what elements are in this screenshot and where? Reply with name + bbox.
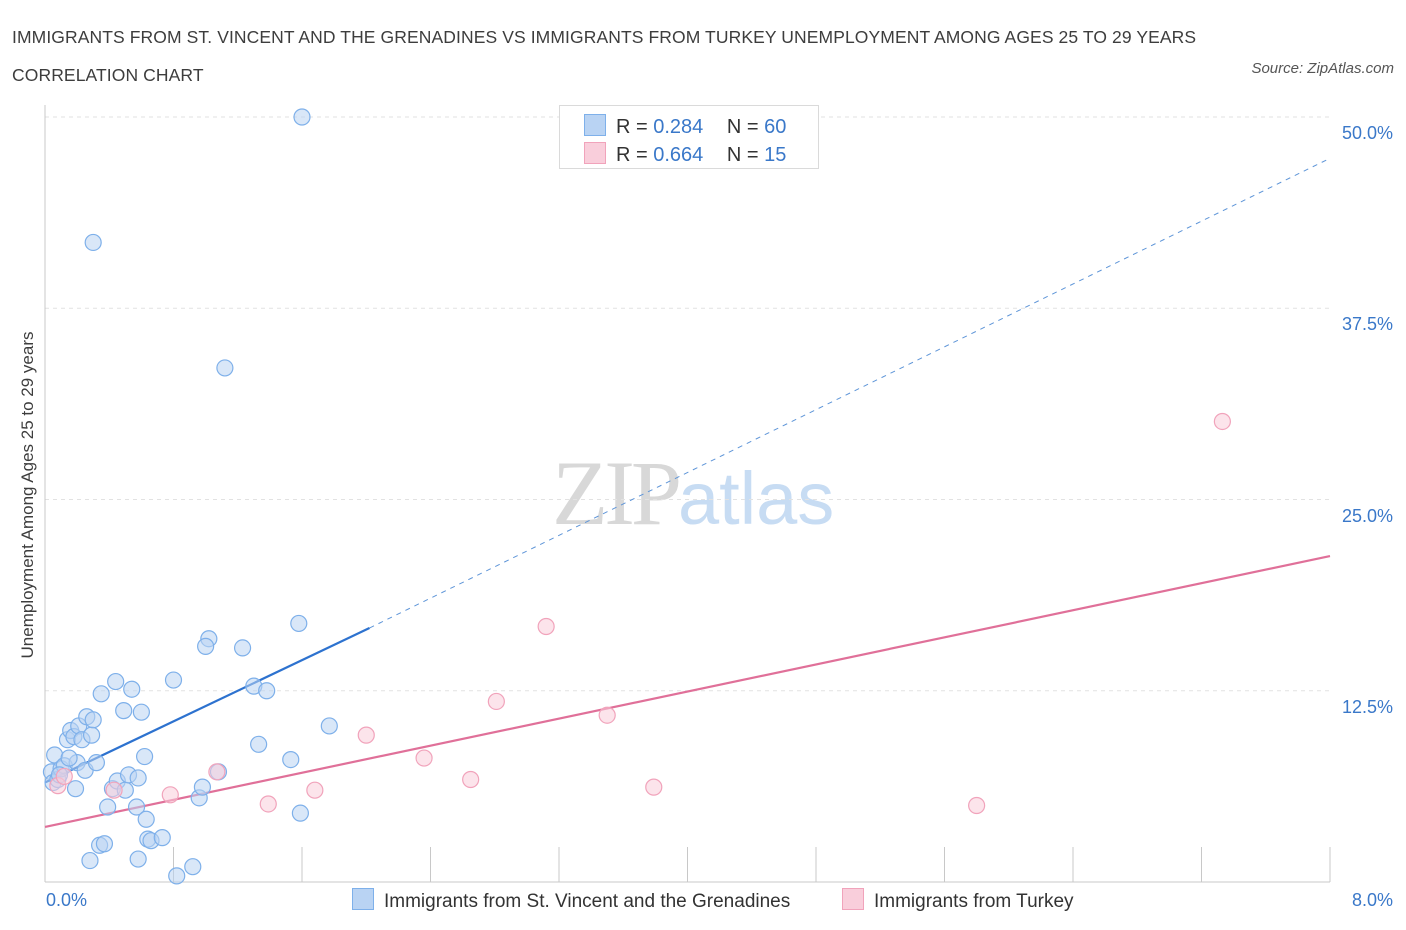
legend-r-value: 0.664 <box>653 144 704 166</box>
point-turkey-11 <box>537 617 555 636</box>
axes <box>44 105 1331 883</box>
legend-swatch-blue <box>352 888 374 910</box>
point-st-vincent-50 <box>258 682 276 700</box>
series-legend-st-vincent: Immigrants from St. Vincent and the Gren… <box>352 888 790 916</box>
point-st-vincent-25 <box>107 672 125 691</box>
y-tick-label-3: 50.0% <box>1341 123 1393 143</box>
y-tick-label-0: 12.5% <box>1341 696 1393 717</box>
point-st-vincent-21 <box>92 685 110 703</box>
point-st-vincent-33 <box>132 703 150 721</box>
legend-swatch-pink <box>842 888 864 910</box>
legend-label-turkey: Immigrants from Turkey <box>874 891 1074 912</box>
y-tick-label-2: 37.5% <box>1341 314 1393 335</box>
point-st-vincent-59 <box>129 850 147 868</box>
watermark-zip: ZIP <box>552 442 682 544</box>
legend-r-label: R = <box>616 116 654 138</box>
legend-row-turkey: R = 0.664 N = 15 <box>584 142 786 170</box>
series-legend-turkey: Immigrants from Turkey <box>842 888 1074 916</box>
point-turkey-10 <box>487 692 505 711</box>
point-st-vincent-52 <box>290 614 308 633</box>
point-st-vincent-39 <box>164 671 183 689</box>
point-st-vincent-22 <box>95 835 114 853</box>
point-st-vincent-55 <box>320 717 338 735</box>
point-turkey-8 <box>415 749 433 767</box>
point-turkey-2 <box>105 781 123 799</box>
legend-n-label: N = <box>726 144 765 166</box>
point-st-vincent-31 <box>127 798 146 816</box>
grid-lines <box>45 116 1330 692</box>
point-st-vincent-23 <box>99 798 117 816</box>
point-st-vincent-49 <box>250 735 268 753</box>
point-turkey-4 <box>208 763 226 781</box>
legend-swatch-blue <box>584 114 606 136</box>
point-st-vincent-51 <box>282 750 300 769</box>
point-st-vincent-56 <box>197 637 215 655</box>
point-st-vincent-30 <box>123 680 141 698</box>
point-st-vincent-57 <box>60 749 78 767</box>
point-turkey-13 <box>645 778 663 796</box>
point-st-vincent-18 <box>84 233 102 252</box>
legend-r-label: R = <box>616 144 654 166</box>
point-turkey-6 <box>306 781 324 799</box>
point-turkey-5 <box>259 795 277 813</box>
point-st-vincent-41 <box>184 858 202 876</box>
point-st-vincent-15 <box>81 851 99 870</box>
point-turkey-3 <box>161 786 179 804</box>
legend-label-st-vincent: Immigrants from St. Vincent and the Gren… <box>384 891 791 912</box>
data-points <box>42 108 1231 885</box>
legend-r-value: 0.284 <box>653 116 704 138</box>
legend-n-label: N = <box>726 116 765 138</box>
trend-lines <box>44 157 1331 828</box>
watermark: ZIPatlas <box>552 440 834 546</box>
point-st-vincent-27 <box>115 702 133 720</box>
legend-n-value: 15 <box>764 144 787 166</box>
y-axis-label: Unemployment Among Ages 25 to 29 years <box>18 331 37 659</box>
point-turkey-9 <box>462 770 480 789</box>
watermark-atlas: atlas <box>678 457 835 540</box>
point-turkey-12 <box>598 706 616 724</box>
point-st-vincent-9 <box>66 780 85 798</box>
point-st-vincent-53 <box>291 804 309 822</box>
x-tick-label-min: 0.0% <box>46 890 88 910</box>
y-tick-label-1: 25.0% <box>1341 505 1393 526</box>
legend-n-value: 60 <box>764 116 787 138</box>
point-st-vincent-19 <box>87 754 106 772</box>
correlation-legend: R = 0.284 N = 60 R = 0.664 N = 15 <box>559 105 819 169</box>
point-turkey-15 <box>1213 412 1231 431</box>
point-st-vincent-34 <box>135 747 154 766</box>
point-st-vincent-16 <box>82 726 101 744</box>
point-st-vincent-35 <box>137 810 155 828</box>
point-turkey-1 <box>55 767 73 786</box>
source-label: Source: ZipAtlas.com <box>1251 60 1394 77</box>
point-st-vincent-17 <box>84 711 102 729</box>
point-st-vincent-38 <box>153 829 171 847</box>
point-st-vincent-46 <box>216 359 234 377</box>
trend-line-st-vincent-extension <box>369 157 1331 629</box>
point-st-vincent-54 <box>293 108 311 126</box>
point-turkey-7 <box>357 726 375 744</box>
legend-swatch-pink <box>584 142 606 164</box>
point-st-vincent-43 <box>193 778 212 796</box>
point-st-vincent-32 <box>129 769 147 787</box>
point-turkey-14 <box>968 796 986 815</box>
point-st-vincent-47 <box>233 639 252 657</box>
point-st-vincent-40 <box>168 867 186 885</box>
chart-title: IMMIGRANTS FROM ST. VINCENT AND THE GREN… <box>12 27 1197 85</box>
legend-row-st-vincent: R = 0.284 N = 60 <box>584 114 786 142</box>
x-tick-label-max: 8.0% <box>1351 890 1393 910</box>
trend-line-turkey <box>44 555 1331 828</box>
